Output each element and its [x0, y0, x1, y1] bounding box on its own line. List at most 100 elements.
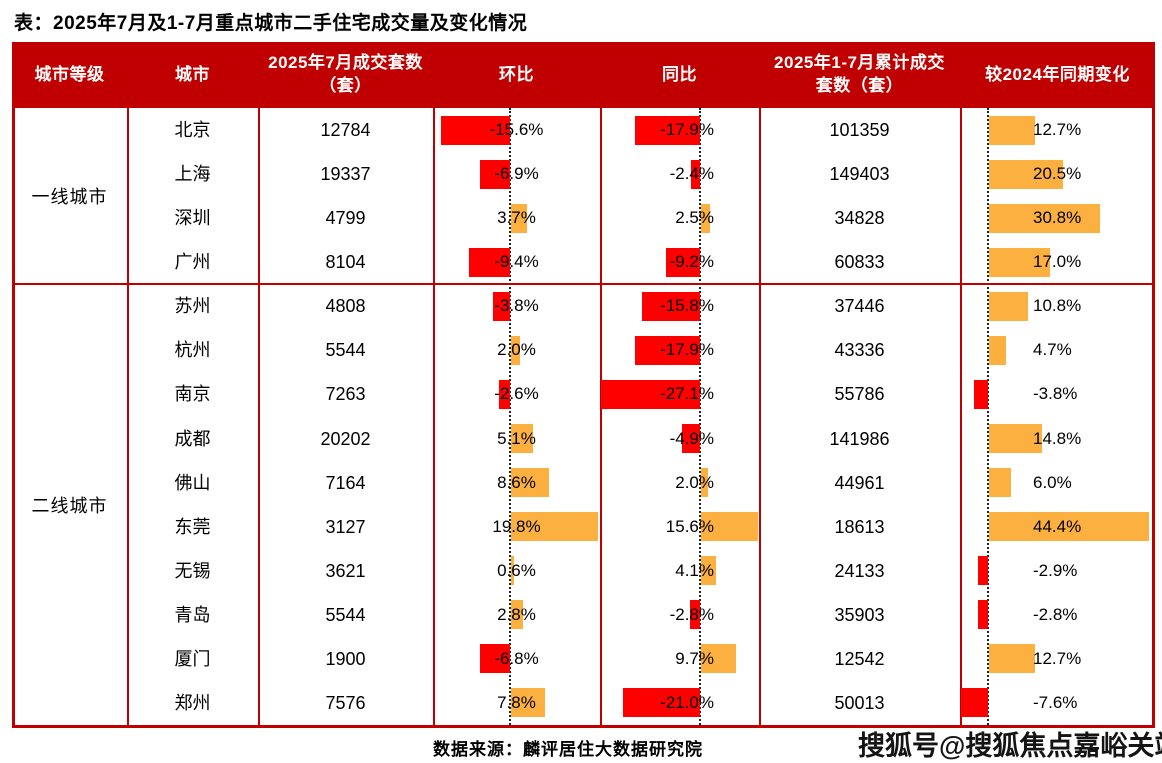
table-bottom-border: [12, 725, 1155, 728]
vs2024-pct-label: 30.8%: [1033, 208, 1082, 228]
mom-pct-label: -6.9%: [494, 164, 539, 184]
yoy-bar: [634, 115, 700, 145]
cum-units-value: 50013: [834, 692, 885, 713]
cum-units-value: 149403: [829, 164, 890, 185]
yoy-bar: [623, 688, 700, 718]
yoy-pct-label: 9.7%: [675, 648, 714, 668]
vs2024-pct-label: 14.8%: [1033, 428, 1082, 448]
yoy-pct-label: -17.9%: [660, 120, 714, 139]
city-name: 上海: [174, 164, 211, 185]
mom-pct-label: 2.0%: [497, 340, 536, 360]
vs2024-pct-label: -7.6%: [1033, 692, 1078, 712]
vs2024-bar: [977, 556, 988, 586]
mom-bar: [511, 335, 520, 365]
yoy-bar: [701, 468, 709, 498]
mom-pct-label: -15.6%: [489, 120, 544, 139]
mom-bar: [511, 600, 524, 630]
jul-units-value: 1900: [325, 648, 366, 669]
mom-bar: [441, 115, 510, 145]
vs2024-bar: [989, 512, 1149, 542]
vs2024-pct-label: 4.7%: [1033, 340, 1072, 360]
city-name: 东莞: [174, 516, 211, 537]
cum-units-value: 60833: [834, 252, 885, 273]
cum-units-value: 37446: [834, 296, 885, 317]
table-header-row: 城市等级 城市 2025年7月成交套数（套） 环比 同比 2025年1-7月累计…: [12, 42, 1155, 108]
yoy-pct-label: -27.1%: [660, 384, 714, 404]
yoy-bar: [701, 512, 758, 542]
jul-units-value: 5544: [325, 340, 366, 361]
city-name: 郑州: [174, 692, 211, 713]
vs2024-pct-label: 12.7%: [1033, 120, 1082, 139]
yoy-bar: [691, 159, 700, 189]
yoy-pct-label: -17.9%: [660, 340, 714, 360]
vs2024-pct-label: 10.8%: [1033, 296, 1082, 316]
mom-bar: [511, 512, 599, 542]
vs2024-bar: [989, 291, 1028, 321]
housing-table: 城市等级 城市 2025年7月成交套数（套） 环比 同比 2025年1-7月累计…: [12, 42, 1155, 728]
column-border-line: [258, 108, 260, 727]
yoy-pct-label: -9.2%: [669, 252, 714, 272]
vs2024-bar: [989, 335, 1006, 365]
vs2024-pct-label: -3.8%: [1033, 384, 1078, 404]
mom-pct-label: 5.1%: [497, 428, 536, 448]
mom-pct-label: 7.8%: [497, 692, 536, 712]
header-city: 城市: [175, 64, 210, 84]
yoy-bar: [701, 203, 711, 233]
yoy-bar: [642, 291, 700, 321]
jul-units-value: 3127: [325, 516, 366, 537]
cum-units-value: 55786: [834, 384, 885, 405]
header-city-tier: 城市等级: [34, 64, 105, 84]
vs2024-pct-label: 6.0%: [1033, 472, 1072, 492]
vs2024-bar: [989, 203, 1100, 233]
mom-pct-label: 8.6%: [497, 472, 536, 492]
mom-bar: [511, 556, 514, 586]
city-name: 青岛: [174, 604, 211, 625]
jul-units-value: 3621: [325, 560, 366, 581]
tier-divider-line: [12, 283, 1155, 286]
city-name: 苏州: [174, 296, 211, 317]
tier-label: 一线城市: [31, 187, 108, 208]
bar-baseline-dotted-line: [699, 108, 701, 725]
cum-units-value: 43336: [834, 340, 885, 361]
vs2024-bar: [989, 159, 1063, 189]
yoy-bar: [634, 335, 700, 365]
cum-units-value: 101359: [829, 120, 890, 140]
city-name: 成都: [174, 428, 211, 449]
yoy-bar: [701, 644, 737, 674]
column-border-line: [960, 108, 962, 727]
vs2024-bar: [960, 688, 988, 718]
mom-pct-label: 2.8%: [497, 604, 536, 624]
city-name: 北京: [174, 120, 211, 140]
data-source-caption: 数据来源：麟评居住大数据研究院: [433, 740, 703, 759]
mom-bar: [493, 291, 510, 321]
jul-units-value: 4799: [325, 208, 366, 229]
jul-units-value: 7576: [325, 692, 366, 713]
header-vs2024: 较2024年同期变化: [985, 64, 1130, 84]
header-yoy: 同比: [662, 64, 697, 84]
vs2024-bar: [989, 424, 1043, 454]
bar-baseline-dotted-line: [987, 108, 989, 725]
vs2024-bar: [989, 115, 1035, 145]
header-mom: 环比: [499, 64, 534, 84]
cum-units-value: 44961: [834, 472, 885, 493]
mom-bar: [511, 468, 549, 498]
vs2024-bar: [989, 468, 1011, 498]
jul-units-value: 12784: [320, 120, 371, 140]
yoy-bar: [701, 556, 716, 586]
header-jul-units: 2025年7月成交套数（套）: [268, 53, 423, 95]
table-title: 表：2025年7月及1-7月重点城市二手住宅成交量及变化情况: [14, 13, 528, 34]
mom-pct-label: 3.7%: [497, 208, 536, 228]
jul-units-value: 20202: [320, 428, 371, 449]
yoy-pct-label: 2.5%: [675, 208, 714, 228]
vs2024-pct-label: 44.4%: [1033, 516, 1082, 536]
cum-units-value: 141986: [829, 428, 890, 449]
yoy-bar: [666, 247, 700, 277]
jul-units-value: 4808: [325, 296, 366, 317]
column-border-line: [1152, 108, 1155, 727]
vs2024-pct-label: -2.9%: [1033, 560, 1078, 580]
vs2024-pct-label: 20.5%: [1033, 164, 1082, 184]
vs2024-pct-label: 12.7%: [1033, 648, 1082, 668]
vs2024-bar: [974, 379, 988, 409]
city-name: 杭州: [174, 340, 211, 361]
city-name: 南京: [174, 384, 211, 405]
